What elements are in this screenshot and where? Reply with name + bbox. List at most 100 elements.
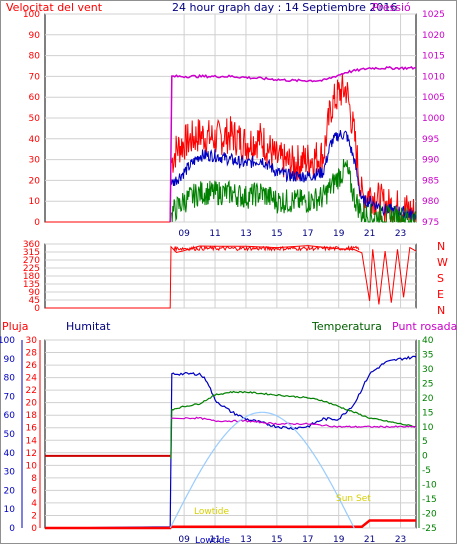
humidity-y-tick: 40	[4, 449, 16, 459]
direction-compass-label: E	[437, 288, 444, 301]
humidity-y-tick: 10	[4, 505, 16, 515]
pressure-y-tick: 980	[422, 197, 439, 207]
wind-series	[45, 66, 417, 223]
wind-x-tick: 21	[364, 229, 375, 239]
rain-y-tick: 30	[26, 336, 38, 346]
temperature-label: Temperatura	[311, 320, 382, 333]
direction-y-tick: 0	[34, 304, 40, 314]
humidity-y-tick: 20	[4, 486, 16, 496]
humidity-y-tick: 50	[4, 430, 16, 440]
humidity-y-tick: 80	[4, 374, 16, 384]
direction-y-tick: 45	[29, 296, 40, 306]
wind-x-tick: 19	[333, 229, 345, 239]
temperature-series-humidity	[44, 355, 417, 529]
wind-speed-label: Velocitat del vent	[6, 1, 103, 14]
direction-y-tick: 270	[23, 256, 40, 266]
pressure-y-tick: 985	[422, 176, 439, 186]
rain-label: Pluja	[2, 320, 28, 333]
direction-series	[45, 244, 417, 309]
wind-y-tick: 20	[29, 176, 41, 186]
wind-series-pressure	[169, 66, 417, 223]
lowtide-axis-annotation: Lowtide	[195, 536, 230, 544]
rain-y-tick: 18	[26, 411, 38, 421]
wind-y-tick: 90	[29, 31, 41, 41]
direction-compass-label: W	[437, 256, 448, 269]
humidity-y-tick: 90	[4, 355, 16, 365]
wind-x-tick: 23	[395, 229, 406, 239]
rain-y-tick: 16	[26, 424, 38, 434]
temperature-y-tick: 5	[422, 437, 428, 447]
temperature-y-tick: 35	[422, 350, 433, 360]
direction-compass-label: S	[437, 272, 444, 285]
wind-x-tick: 09	[178, 229, 190, 239]
temperature-series-solar	[169, 411, 355, 529]
temperature-y-tick: -10	[422, 481, 437, 491]
pressure-y-tick: 1025	[422, 10, 445, 20]
rain-y-tick: 24	[26, 374, 38, 384]
dewpoint-label: Punt rosada	[392, 320, 457, 333]
temperature-series-rain	[45, 519, 416, 530]
temperature-y-tick: 20	[422, 394, 434, 404]
sunset-annotation: Sun Set	[336, 494, 371, 504]
rain-y-tick: 26	[26, 361, 38, 371]
humidity-y-tick: 60	[4, 411, 16, 421]
temperature-x-tick: 09	[178, 535, 190, 544]
humidity-y-tick: 30	[4, 468, 16, 478]
direction-compass-label: N	[437, 304, 445, 317]
wind-y-tick: 0	[34, 218, 40, 228]
pressure-y-tick: 990	[422, 156, 439, 166]
wind-y-tick: 30	[29, 156, 41, 166]
wind-y-tick: 70	[29, 72, 41, 82]
temperature-y-tick: 0	[422, 452, 428, 462]
wind-x-tick: 11	[209, 229, 220, 239]
humidity-y-tick: 0	[9, 524, 15, 534]
rain-y-tick: 0	[31, 524, 37, 534]
chart-title: 24 hour graph day : 14 Septiembre 2016	[172, 1, 397, 14]
temperature-y-tick: 25	[422, 379, 433, 389]
wind-y-tick: 10	[29, 197, 41, 207]
pressure-label: Pressió	[372, 1, 411, 14]
direction-y-tick: 315	[23, 248, 40, 258]
temperature-y-tick: -20	[422, 510, 437, 520]
rain-y-tick: 4	[31, 499, 37, 509]
wind-y-tick: 100	[23, 10, 40, 20]
lowtide-annotation: Lowtide	[194, 507, 229, 517]
temperature-y-tick: -5	[422, 466, 431, 476]
temperature-y-tick: -15	[422, 495, 437, 505]
wind-series-gust	[45, 73, 417, 223]
temperature-series	[44, 355, 417, 530]
pressure-y-tick: 1000	[422, 114, 445, 124]
pressure-y-tick: 1015	[422, 52, 445, 62]
wind-x-tick: 15	[271, 229, 282, 239]
temperature-x-tick: 17	[302, 535, 313, 544]
humidity-y-tick: 100	[0, 336, 15, 346]
temperature-x-tick: 21	[364, 535, 375, 544]
temperature-series-temp	[170, 390, 417, 459]
humidity-y-tick: 70	[4, 392, 16, 402]
rain-y-tick: 2	[31, 511, 37, 521]
wind-x-tick: 13	[240, 229, 251, 239]
temperature-grid	[21, 339, 420, 529]
humidity-label: Humitat	[66, 320, 111, 333]
direction-y-tick: 225	[23, 264, 40, 274]
direction-y-tick: 135	[23, 280, 40, 290]
temperature-y-tick: 15	[422, 408, 433, 418]
wind-series-min	[170, 158, 417, 223]
temperature-x-tick: 13	[240, 535, 251, 544]
temperature-y-tick: 10	[422, 423, 434, 433]
temperature-y-tick: -25	[422, 524, 437, 534]
wind-y-tick: 40	[29, 135, 41, 145]
rain-y-tick: 10	[26, 461, 38, 471]
direction-series-dir	[45, 245, 417, 309]
temperature-x-tick: 15	[271, 535, 282, 544]
rain-y-tick: 28	[26, 349, 38, 359]
rain-y-tick: 20	[26, 399, 38, 409]
pressure-y-tick: 975	[422, 218, 439, 228]
wind-axes: 0102030405060708090100975980985990995100…	[23, 10, 445, 239]
wind-y-tick: 50	[29, 114, 41, 124]
rain-y-tick: 8	[31, 474, 37, 484]
temperature-series-dewpoint	[170, 416, 417, 429]
